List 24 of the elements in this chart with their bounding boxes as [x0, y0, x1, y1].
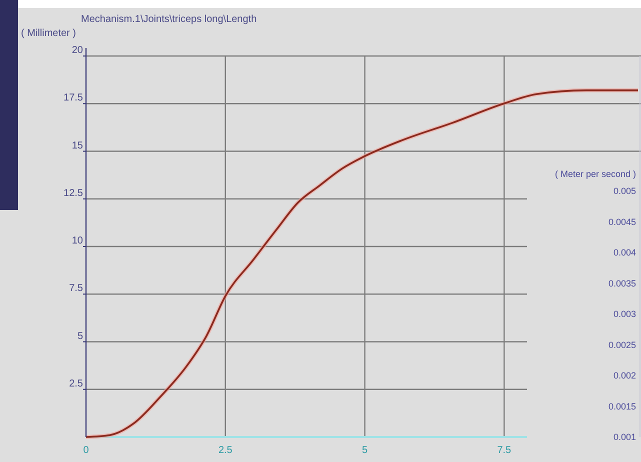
y2-tick-label: 0.0035 — [608, 278, 636, 288]
x-tick-label: 0 — [83, 445, 90, 456]
x-tick-label: 2.5 — [218, 445, 233, 456]
y2-tick-label: 0.001 — [613, 432, 636, 442]
y-tick-label: 17.5 — [64, 92, 84, 104]
y-axis-title: ( Millimeter ) — [21, 28, 76, 39]
y2-tick-label: 0.003 — [613, 309, 636, 320]
y-tick-label: 7.5 — [69, 283, 84, 294]
y2-tick-label: 0.004 — [613, 248, 636, 258]
y2-tick-label: 0.005 — [613, 186, 636, 196]
y2-tick-label: 0.002 — [613, 370, 636, 381]
y-tick-label: 20 — [72, 45, 84, 56]
y2-tick-label: 0.0015 — [608, 401, 636, 412]
y-tick-label: 10 — [72, 236, 84, 246]
x-tick-label: 7.5 — [497, 445, 512, 456]
y-tick-label: 5 — [77, 330, 84, 342]
y2-axis-title: ( Meter per second ) — [554, 169, 636, 180]
y2-tick-label: 0.0025 — [608, 340, 636, 350]
y2-tick-label: 0.0045 — [608, 216, 636, 227]
y-tick-label: 15 — [72, 140, 84, 152]
y-tick-label: 2.5 — [69, 378, 84, 390]
chart-title: Mechanism.1\Joints\triceps long\Length — [81, 14, 257, 25]
y-tick-label: 12.5 — [64, 188, 84, 199]
x-tick-label: 5 — [362, 445, 368, 456]
